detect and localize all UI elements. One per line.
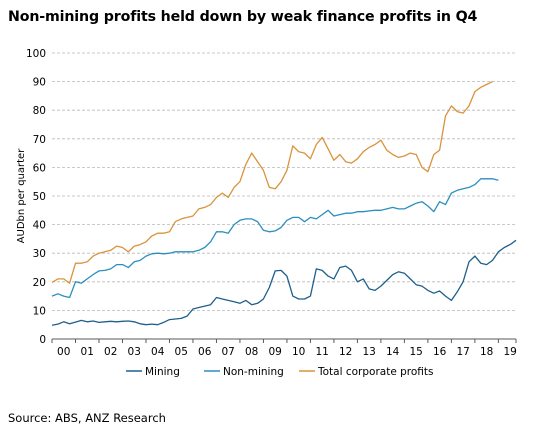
y-tick-label: 90 <box>33 77 46 89</box>
x-tick-label: 05 <box>175 346 188 358</box>
axes: 0 10 20 30 40 50 60 70 80 90 100 00 01 02 03 04 05 06 07 08… <box>26 48 517 358</box>
y-tick-label: 30 <box>33 248 46 260</box>
y-tick-label: 0 <box>39 334 46 346</box>
legend-label: Mining <box>145 366 180 378</box>
x-tick-label: 04 <box>151 346 165 358</box>
y-tick-label: 40 <box>33 220 46 232</box>
y-tick-label: 50 <box>33 191 46 203</box>
y-axis-label-group: AUDbn per quarter <box>16 148 27 244</box>
y-tick-label: 10 <box>33 305 46 317</box>
y-tick-label: 20 <box>33 277 46 289</box>
x-tick-label: 02 <box>104 346 117 358</box>
x-tick-label: 16 <box>433 346 447 358</box>
x-tick-label: 12 <box>339 346 352 358</box>
x-tick-label: 13 <box>362 346 375 358</box>
x-tick-label: 14 <box>386 346 400 358</box>
series-line-mining <box>51 239 517 326</box>
x-tick-label: 06 <box>198 346 212 358</box>
y-tick-label: 100 <box>26 48 46 60</box>
chart-title: Non-mining profits held down by weak fin… <box>8 9 478 25</box>
x-tick-label: 19 <box>503 346 516 358</box>
x-tick-label: 11 <box>315 346 328 358</box>
legend-label: Total corporate profits <box>317 366 434 378</box>
source-note: Source: ABS, ANZ Research <box>8 411 166 425</box>
y-tick-label: 80 <box>33 105 46 117</box>
x-tick-label: 09 <box>269 346 282 358</box>
x-tick-label: 10 <box>292 346 305 358</box>
series-lines <box>51 81 517 326</box>
x-tick-label: 08 <box>245 346 258 358</box>
legend-label: Non-mining <box>223 366 284 378</box>
series-line-non-mining <box>51 178 499 299</box>
x-tick-label: 15 <box>409 346 422 358</box>
legend: Mining Non-mining Total corporate profits <box>126 366 434 378</box>
y-axis-label: AUDbn per quarter <box>16 148 27 244</box>
gridlines <box>52 52 516 311</box>
x-tick-label: 03 <box>128 346 141 358</box>
x-tick-label: 01 <box>81 346 94 358</box>
x-tick-label: 00 <box>57 346 70 358</box>
y-tick-label: 60 <box>33 162 46 174</box>
x-tick-label: 17 <box>456 346 469 358</box>
x-tick-label: 07 <box>222 346 235 358</box>
y-tick-label: 70 <box>33 134 46 146</box>
series-line-total-corporate-profits <box>51 81 493 284</box>
x-tick-label: 18 <box>480 346 493 358</box>
